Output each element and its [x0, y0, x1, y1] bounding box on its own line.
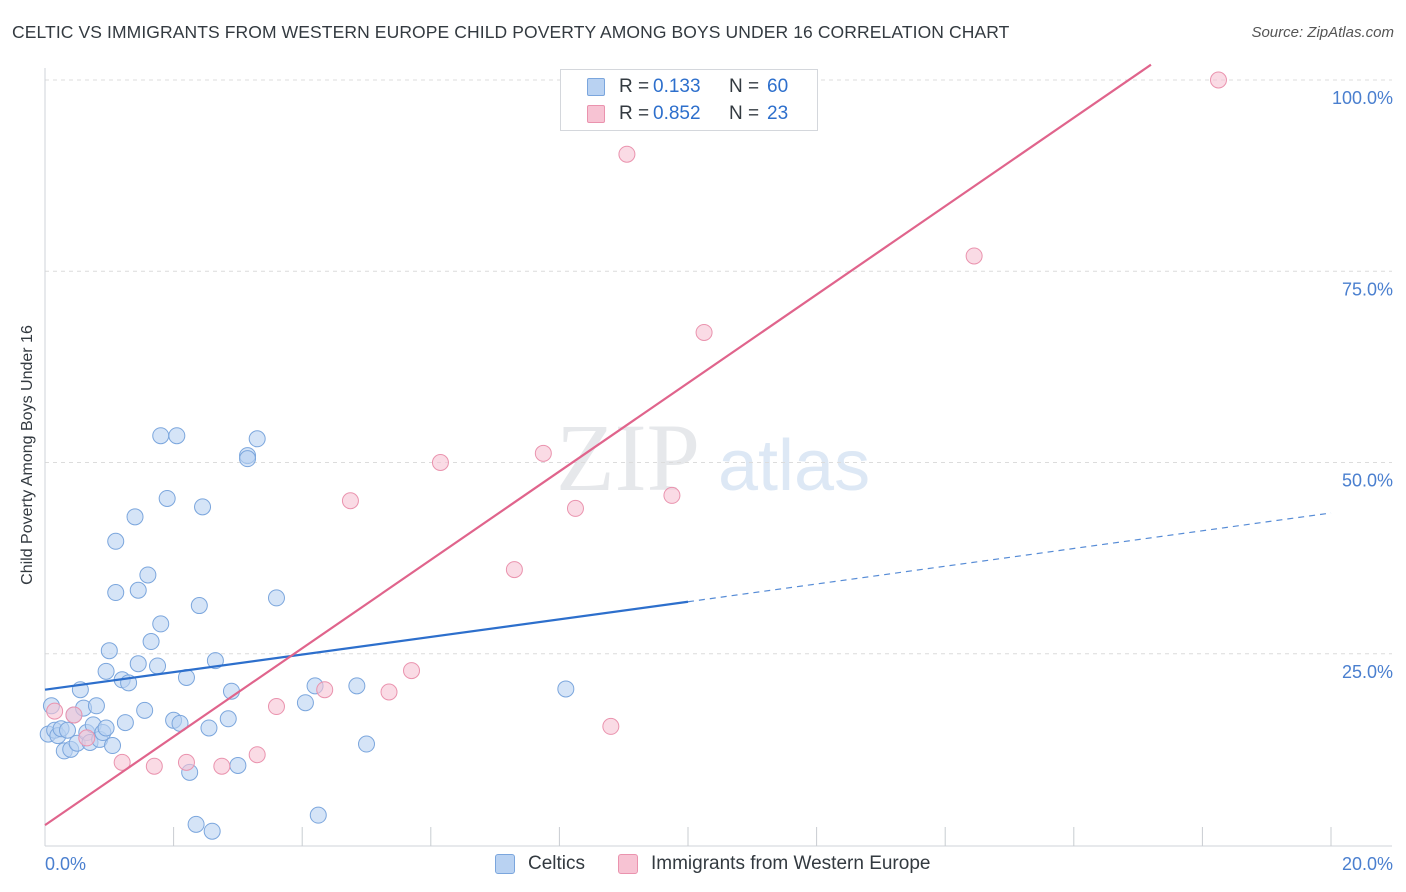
celtics-r-label: R =: [619, 76, 650, 97]
immigrants-point: [403, 662, 421, 680]
x-tick-label: 20.0%: [1342, 854, 1393, 874]
watermark-atlas: atlas: [718, 426, 870, 506]
immigrants-point: [145, 757, 163, 775]
axes: [44, 68, 1392, 847]
celtics-point: [229, 756, 247, 774]
y-tick-label: 50.0%: [1342, 471, 1393, 491]
celtics-swatch-icon: [587, 78, 605, 96]
legend-label-celtics: Celtics: [528, 853, 586, 874]
celtics-point: [219, 710, 237, 728]
celtics-point: [200, 719, 218, 737]
y-tick-label: 100.0%: [1332, 88, 1393, 108]
celtics-point: [129, 655, 147, 673]
watermark: ZIP atlas: [556, 404, 870, 511]
immigrants-point: [113, 753, 131, 771]
immigrants-point: [663, 486, 681, 504]
celtics-point: [107, 584, 125, 602]
celtics-point: [59, 721, 77, 739]
immigrants-swatch-icon: [587, 105, 605, 123]
x-tick-label: 0.0%: [45, 854, 86, 874]
data-points: [39, 69, 1227, 840]
immigrants-r-label: R =: [619, 103, 650, 124]
celtics-point: [87, 697, 105, 715]
immigrants-point: [566, 499, 584, 517]
celtics-point: [97, 719, 115, 737]
celtics-point: [194, 498, 212, 516]
immigrants-point: [341, 492, 359, 510]
trend-lines: [44, 63, 1332, 827]
celtics-r-value: 0.133: [653, 76, 701, 97]
celtics-point: [152, 427, 170, 445]
immigrants-point: [505, 561, 523, 579]
gridlines: [45, 79, 1392, 655]
celtics-point: [190, 597, 208, 615]
stats-legend: R = 0.133 N = 60 R = 0.852 N = 23: [560, 69, 818, 131]
celtics-point: [100, 642, 118, 660]
immigrants-r-value: 0.852: [653, 103, 701, 124]
y-axis-label: Child Poverty Among Boys Under 16: [19, 325, 36, 585]
celtics-legend-swatch-icon: [495, 854, 515, 874]
celtics-point: [136, 701, 154, 719]
y-tick-label: 25.0%: [1342, 662, 1393, 682]
immigrants-point: [248, 746, 266, 764]
immigrants-trend-line: [44, 63, 1152, 827]
legend-label-immigrants: Immigrants from Western Europe: [651, 853, 931, 874]
celtics-point: [152, 615, 170, 633]
immigrants-n-value: 23: [767, 103, 789, 124]
celtics-point: [142, 633, 160, 651]
celtics-point: [129, 581, 147, 599]
celtics-point: [126, 508, 144, 526]
celtics-point: [158, 489, 176, 507]
immigrants-point: [213, 757, 231, 775]
celtics-point: [116, 714, 134, 732]
celtics-point: [267, 589, 285, 607]
x-axis-ticks: 0.0% 20.0%: [45, 827, 1393, 874]
immigrants-point: [534, 444, 552, 462]
celtics-point: [557, 680, 575, 698]
immigrants-point: [316, 681, 334, 699]
celtics-n-label: N =: [729, 76, 760, 97]
celtics-point: [97, 662, 115, 680]
celtics-trend-line: [44, 600, 689, 691]
celtics-point: [358, 735, 375, 753]
celtics-point: [104, 737, 122, 755]
y-tick-label: 75.0%: [1342, 279, 1393, 299]
celtics-point: [187, 815, 205, 833]
immigrants-point: [965, 247, 983, 265]
celtics-point: [296, 694, 314, 712]
celtics-point: [309, 806, 327, 824]
immigrants-point: [695, 323, 713, 341]
immigrants-point: [1209, 71, 1227, 89]
immigrants-n-label: N =: [729, 103, 760, 124]
immigrants-point: [65, 706, 83, 724]
chart-title: CELTIC VS IMMIGRANTS FROM WESTERN EUROPE…: [12, 22, 1010, 42]
celtics-point: [206, 652, 224, 670]
immigrants-point: [431, 454, 449, 471]
celtics-n-value: 60: [767, 76, 789, 97]
immigrants-legend-swatch-icon: [618, 854, 638, 874]
immigrants-point: [177, 753, 195, 771]
celtics-point: [203, 822, 221, 840]
celtics-trend-extension: [687, 512, 1332, 603]
immigrants-point: [78, 729, 96, 747]
y-axis-tick-labels: 25.0% 50.0% 75.0% 100.0%: [1332, 88, 1393, 682]
celtics-point: [248, 430, 266, 448]
celtics-point: [348, 677, 366, 695]
immigrants-point: [267, 698, 285, 716]
celtics-point: [139, 566, 157, 584]
celtics-point: [239, 450, 257, 468]
immigrants-point: [46, 702, 64, 720]
celtics-point: [168, 427, 186, 445]
celtics-point: [107, 532, 125, 550]
celtics-point: [149, 657, 167, 675]
immigrants-point: [618, 145, 636, 163]
immigrants-point: [380, 683, 398, 701]
immigrants-point: [602, 717, 620, 735]
source-credit: Source: ZipAtlas.com: [1251, 24, 1394, 41]
